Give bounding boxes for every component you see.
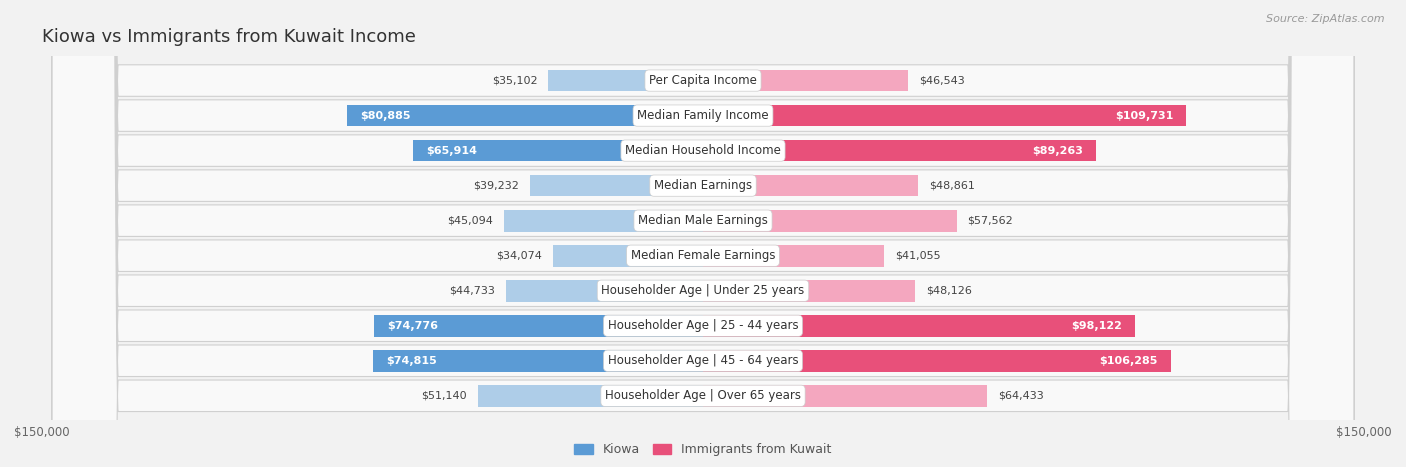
Text: Householder Age | 45 - 64 years: Householder Age | 45 - 64 years — [607, 354, 799, 367]
Bar — [703, 70, 908, 92]
FancyBboxPatch shape — [52, 0, 1354, 467]
Text: $41,055: $41,055 — [894, 251, 941, 261]
Text: Median Family Income: Median Family Income — [637, 109, 769, 122]
Bar — [703, 315, 1135, 337]
Text: $51,140: $51,140 — [420, 391, 467, 401]
Bar — [412, 140, 703, 162]
Text: $35,102: $35,102 — [492, 76, 537, 85]
Bar — [374, 350, 703, 372]
Text: Median Earnings: Median Earnings — [654, 179, 752, 192]
Bar — [553, 245, 703, 267]
Bar — [703, 140, 1097, 162]
Text: $64,433: $64,433 — [998, 391, 1043, 401]
Text: $98,122: $98,122 — [1071, 321, 1122, 331]
FancyBboxPatch shape — [52, 0, 1354, 467]
Bar — [530, 175, 703, 197]
Text: $74,776: $74,776 — [387, 321, 437, 331]
Text: $57,562: $57,562 — [967, 216, 1014, 226]
Bar — [703, 350, 1171, 372]
Bar — [703, 175, 918, 197]
FancyBboxPatch shape — [52, 0, 1354, 467]
Text: Per Capita Income: Per Capita Income — [650, 74, 756, 87]
Text: Householder Age | Over 65 years: Householder Age | Over 65 years — [605, 389, 801, 402]
Text: $89,263: $89,263 — [1032, 146, 1083, 156]
FancyBboxPatch shape — [52, 0, 1354, 467]
Text: $39,232: $39,232 — [474, 181, 519, 191]
Text: Median Female Earnings: Median Female Earnings — [631, 249, 775, 262]
Bar — [374, 315, 703, 337]
Text: $48,861: $48,861 — [929, 181, 976, 191]
Text: $106,285: $106,285 — [1099, 356, 1159, 366]
Bar — [703, 385, 987, 407]
Legend: Kiowa, Immigrants from Kuwait: Kiowa, Immigrants from Kuwait — [569, 439, 837, 461]
Text: $44,733: $44,733 — [449, 286, 495, 296]
Bar — [478, 385, 703, 407]
Text: $74,815: $74,815 — [387, 356, 437, 366]
Text: Median Household Income: Median Household Income — [626, 144, 780, 157]
Text: $46,543: $46,543 — [920, 76, 965, 85]
Bar — [506, 280, 703, 302]
Bar — [703, 280, 915, 302]
Text: Householder Age | 25 - 44 years: Householder Age | 25 - 44 years — [607, 319, 799, 332]
FancyBboxPatch shape — [52, 0, 1354, 467]
FancyBboxPatch shape — [52, 0, 1354, 467]
Text: Householder Age | Under 25 years: Householder Age | Under 25 years — [602, 284, 804, 297]
Bar — [703, 210, 956, 232]
Text: $65,914: $65,914 — [426, 146, 477, 156]
Text: $45,094: $45,094 — [447, 216, 494, 226]
Bar — [703, 105, 1187, 127]
Text: $80,885: $80,885 — [360, 111, 411, 120]
Text: $109,731: $109,731 — [1115, 111, 1173, 120]
Bar — [548, 70, 703, 92]
Bar — [703, 245, 884, 267]
Bar — [347, 105, 703, 127]
FancyBboxPatch shape — [52, 0, 1354, 467]
Text: Median Male Earnings: Median Male Earnings — [638, 214, 768, 227]
Text: $48,126: $48,126 — [927, 286, 972, 296]
Bar — [505, 210, 703, 232]
Text: $34,074: $34,074 — [496, 251, 541, 261]
FancyBboxPatch shape — [52, 0, 1354, 467]
FancyBboxPatch shape — [52, 0, 1354, 467]
Text: Kiowa vs Immigrants from Kuwait Income: Kiowa vs Immigrants from Kuwait Income — [42, 28, 416, 46]
FancyBboxPatch shape — [52, 0, 1354, 467]
Text: Source: ZipAtlas.com: Source: ZipAtlas.com — [1267, 14, 1385, 24]
